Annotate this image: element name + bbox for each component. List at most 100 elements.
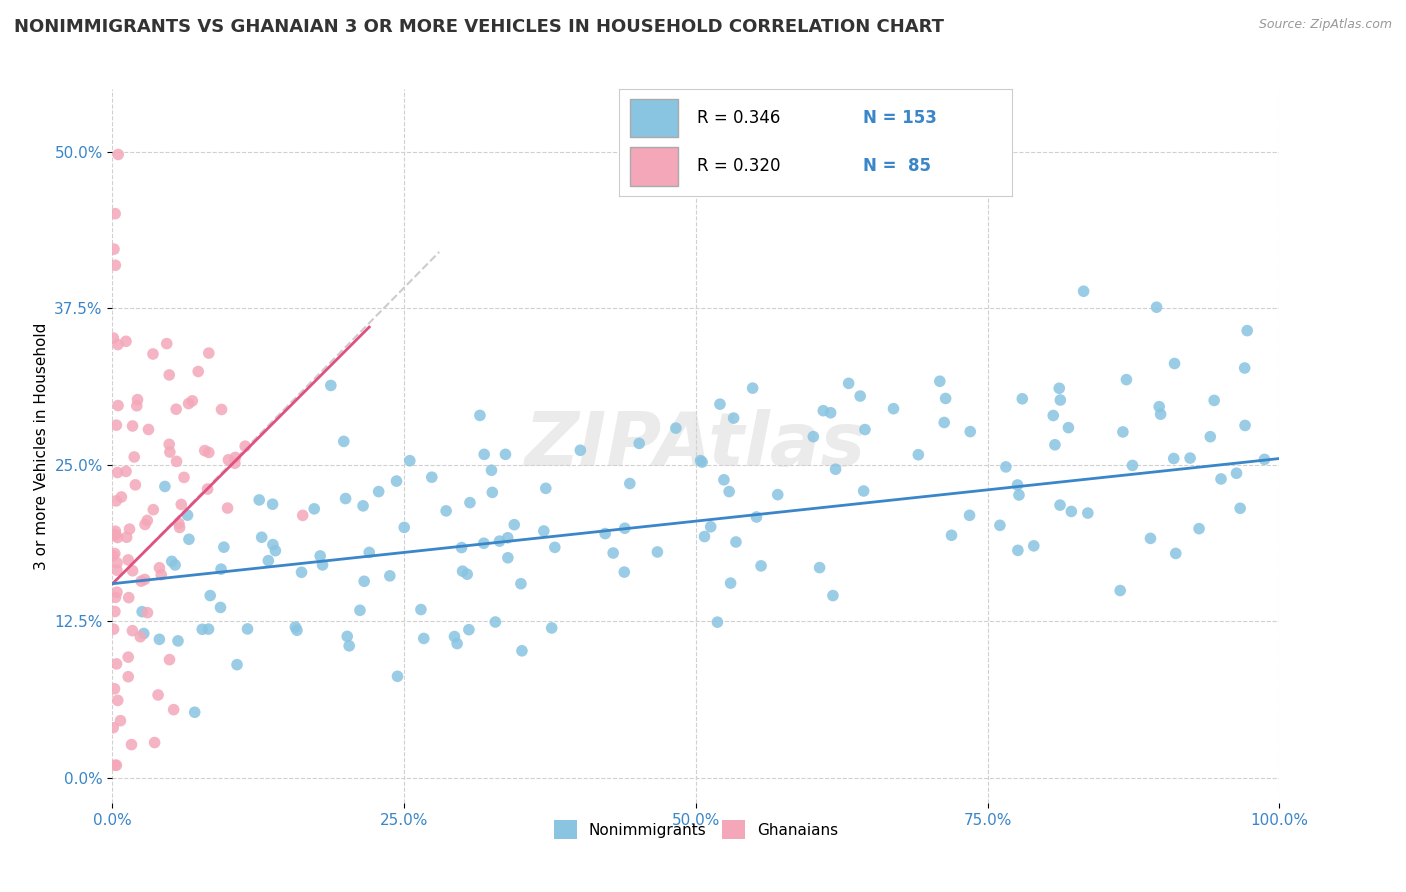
- Point: [103, 242, 125, 256]
- Point: [197, 445, 219, 459]
- Point: [367, 484, 389, 499]
- Point: [503, 517, 526, 532]
- Point: [187, 364, 209, 378]
- Point: [157, 437, 180, 451]
- Point: [125, 399, 148, 413]
- Point: [602, 546, 624, 560]
- Point: [181, 393, 204, 408]
- Point: [159, 652, 181, 666]
- Point: [163, 703, 186, 717]
- Point: [496, 550, 519, 565]
- Point: [200, 589, 222, 603]
- Point: [107, 337, 129, 351]
- Point: [121, 738, 143, 752]
- Point: [689, 453, 711, 467]
- Point: [1121, 458, 1143, 473]
- Point: [157, 368, 180, 382]
- Point: [212, 540, 235, 554]
- Point: [1188, 522, 1211, 536]
- Point: [104, 207, 127, 221]
- Point: [446, 637, 468, 651]
- Point: [224, 450, 246, 465]
- Point: [262, 497, 284, 511]
- Point: [745, 510, 768, 524]
- Point: [115, 530, 138, 544]
- Point: [801, 430, 824, 444]
- Point: [741, 381, 763, 395]
- Point: [509, 576, 531, 591]
- Point: [709, 397, 731, 411]
- Point: [988, 518, 1011, 533]
- Point: [824, 462, 846, 476]
- Point: [194, 443, 217, 458]
- Point: [131, 605, 153, 619]
- Point: [115, 334, 138, 349]
- Point: [481, 485, 503, 500]
- Point: [496, 531, 519, 545]
- Point: [170, 498, 193, 512]
- Point: [349, 603, 371, 617]
- Point: [332, 434, 354, 449]
- Point: [117, 650, 139, 665]
- Point: [1164, 546, 1187, 560]
- Point: [1139, 532, 1161, 546]
- Point: [907, 448, 929, 462]
- Point: [488, 534, 510, 549]
- Point: [124, 478, 146, 492]
- Point: [169, 520, 191, 534]
- Point: [101, 549, 124, 563]
- Point: [309, 549, 332, 563]
- Text: N =  85: N = 85: [863, 157, 931, 175]
- Point: [1047, 381, 1070, 395]
- Point: [134, 573, 156, 587]
- Point: [148, 632, 170, 647]
- Point: [398, 453, 420, 467]
- Point: [250, 530, 273, 544]
- Point: [105, 758, 128, 772]
- Point: [105, 556, 128, 570]
- Point: [173, 470, 195, 484]
- Point: [110, 490, 132, 504]
- Point: [706, 615, 728, 629]
- Point: [104, 605, 127, 619]
- Point: [1146, 300, 1168, 314]
- Point: [1057, 420, 1080, 434]
- Point: [177, 533, 200, 547]
- Point: [127, 392, 149, 407]
- Point: [1115, 373, 1137, 387]
- Point: [136, 513, 159, 527]
- Point: [138, 422, 160, 436]
- Point: [211, 402, 233, 417]
- Point: [302, 501, 325, 516]
- Point: [197, 622, 219, 636]
- Point: [110, 714, 132, 728]
- Point: [693, 530, 716, 544]
- Point: [103, 681, 125, 696]
- Point: [838, 376, 860, 391]
- Point: [121, 624, 143, 638]
- Point: [1043, 438, 1066, 452]
- Point: [104, 258, 127, 272]
- Point: [713, 473, 735, 487]
- Point: [165, 402, 187, 417]
- Point: [1178, 451, 1201, 466]
- Point: [387, 669, 409, 683]
- Point: [394, 520, 416, 534]
- Point: [209, 600, 232, 615]
- Point: [1163, 451, 1185, 466]
- Point: [104, 527, 127, 541]
- Point: [1253, 452, 1275, 467]
- Point: [569, 443, 592, 458]
- Point: [443, 630, 465, 644]
- Point: [690, 455, 713, 469]
- Point: [107, 693, 129, 707]
- Legend: Nonimmigrants, Ghanaians: Nonimmigrants, Ghanaians: [548, 814, 844, 845]
- Point: [136, 606, 159, 620]
- Point: [941, 528, 963, 542]
- Point: [183, 705, 205, 719]
- Point: [852, 483, 875, 498]
- Point: [1149, 407, 1171, 421]
- Point: [533, 524, 555, 538]
- Point: [723, 411, 745, 425]
- Point: [291, 508, 314, 523]
